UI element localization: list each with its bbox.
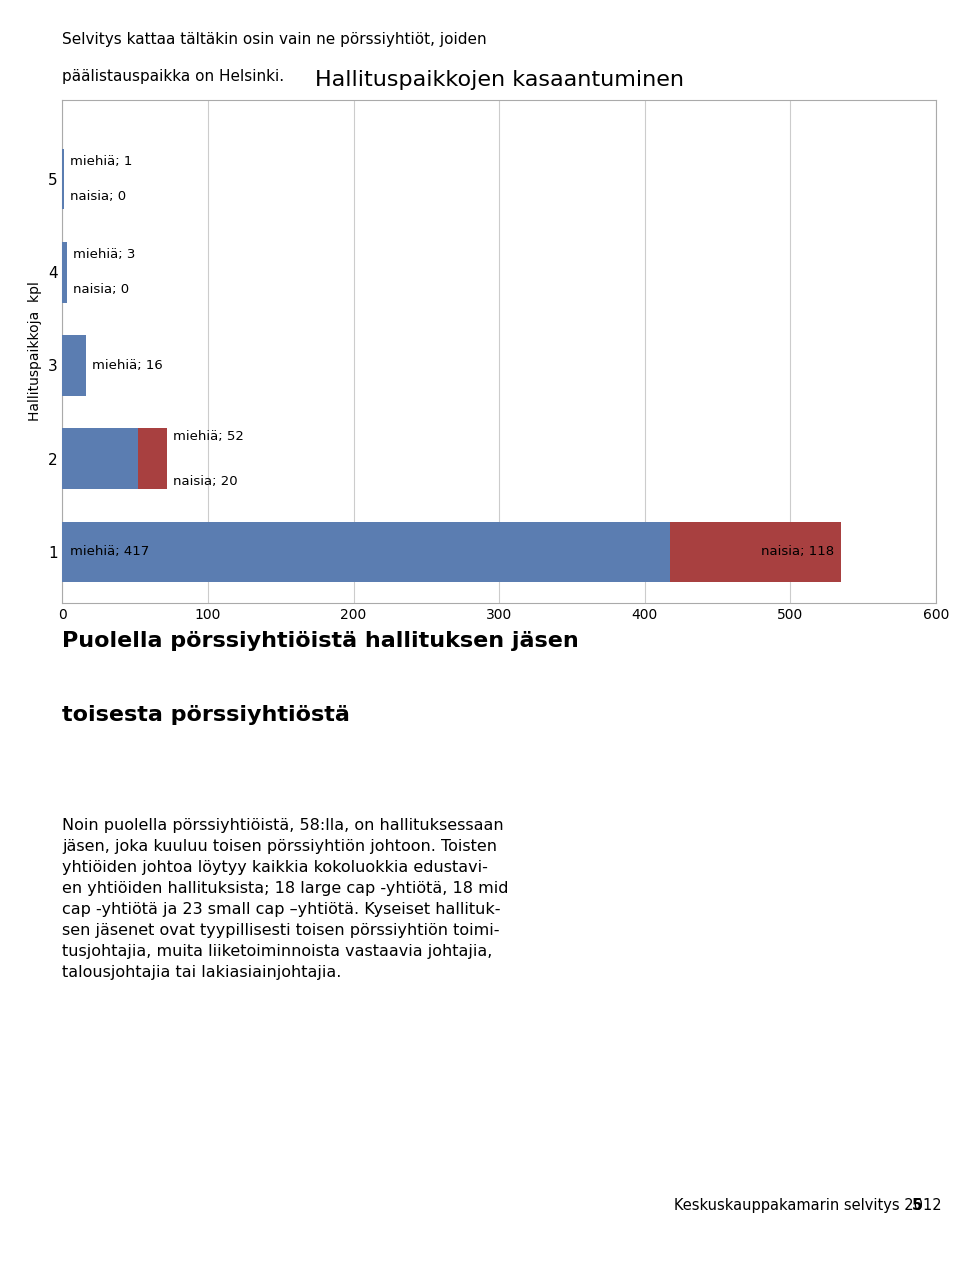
Text: naisia; 20: naisia; 20 (173, 475, 238, 487)
Text: naisia; 0: naisia; 0 (73, 283, 129, 296)
Text: Keskuskauppakamarin selvitys 2012: Keskuskauppakamarin selvitys 2012 (674, 1197, 942, 1213)
Text: miehiä; 52: miehiä; 52 (173, 430, 244, 442)
Text: naisia; 0: naisia; 0 (70, 190, 126, 203)
Y-axis label: Hallituspaikkoja  kpl: Hallituspaikkoja kpl (28, 282, 42, 422)
Text: miehiä; 3: miehiä; 3 (73, 248, 135, 261)
Title: Hallituspaikkojen kasaantuminen: Hallituspaikkojen kasaantuminen (315, 69, 684, 90)
Bar (62, 522, 669, 583)
Bar (62, 336, 85, 396)
Text: toisesta pörssiyhtiöstä: toisesta pörssiyhtiöstä (62, 705, 350, 725)
Bar (138, 428, 167, 489)
Text: naisia; 118: naisia; 118 (761, 545, 834, 558)
Text: miehiä; 1: miehiä; 1 (70, 154, 132, 167)
Text: Noin puolella pörssiyhtiöistä, 58:lla, on hallituksessaan
jäsen, joka kuuluu toi: Noin puolella pörssiyhtiöistä, 58:lla, o… (62, 818, 509, 980)
Bar (669, 522, 841, 583)
Text: päälistauspaikka on Helsinki.: päälistauspaikka on Helsinki. (62, 69, 284, 85)
Bar (62, 428, 138, 489)
Text: Selvitys kattaa tältäkin osin vain ne pörssiyhtiöt, joiden: Selvitys kattaa tältäkin osin vain ne pö… (62, 32, 487, 48)
Bar (62, 242, 67, 302)
Text: Puolella pörssiyhtiöistä hallituksen jäsen: Puolella pörssiyhtiöistä hallituksen jäs… (62, 631, 579, 652)
Bar (62, 149, 64, 210)
Text: miehiä; 16: miehiä; 16 (91, 359, 162, 372)
Text: miehiä; 417: miehiä; 417 (70, 545, 149, 558)
Text: 5: 5 (912, 1197, 923, 1213)
